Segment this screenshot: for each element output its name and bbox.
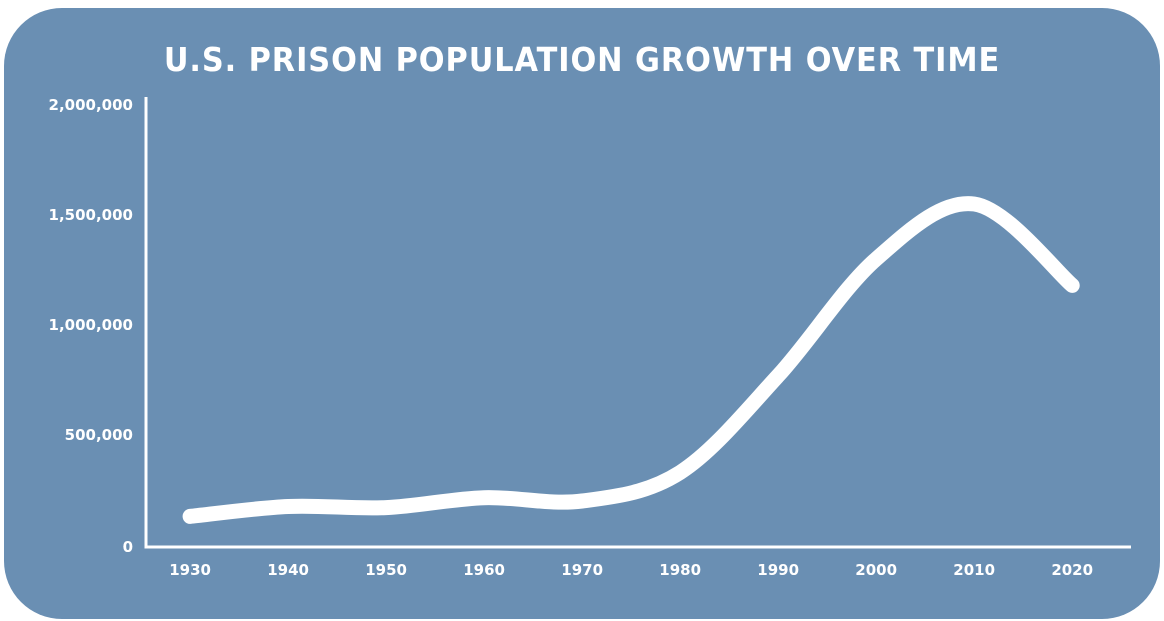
y-tick-label: 500,000 xyxy=(65,426,133,444)
y-tick-label: 0 xyxy=(123,538,133,556)
x-tick-label: 2020 xyxy=(1051,561,1093,579)
x-tick-label: 1930 xyxy=(169,561,211,579)
x-tick-label: 1990 xyxy=(757,561,799,579)
x-tick-label: 1940 xyxy=(267,561,309,579)
y-axis-labels: 0 500,000 1,000,000 1,500,000 2,000,000 xyxy=(49,96,133,556)
x-tick-label: 1960 xyxy=(463,561,505,579)
x-tick-label: 2010 xyxy=(953,561,995,579)
x-tick-label: 1980 xyxy=(659,561,701,579)
series-line xyxy=(182,196,1080,524)
x-axis-labels: 1930 1940 1950 1960 1970 1980 1990 2000 2010 2020 xyxy=(169,561,1093,579)
chart-title: U.S. PRISON POPULATION GROWTH OVER TIME xyxy=(163,40,1001,79)
x-tick-label: 2000 xyxy=(855,561,897,579)
y-tick-label: 2,000,000 xyxy=(49,96,133,114)
y-tick-label: 1,500,000 xyxy=(49,206,133,224)
x-tick-label: 1970 xyxy=(561,561,603,579)
x-tick-label: 1950 xyxy=(365,561,407,579)
y-tick-label: 1,000,000 xyxy=(49,316,133,334)
